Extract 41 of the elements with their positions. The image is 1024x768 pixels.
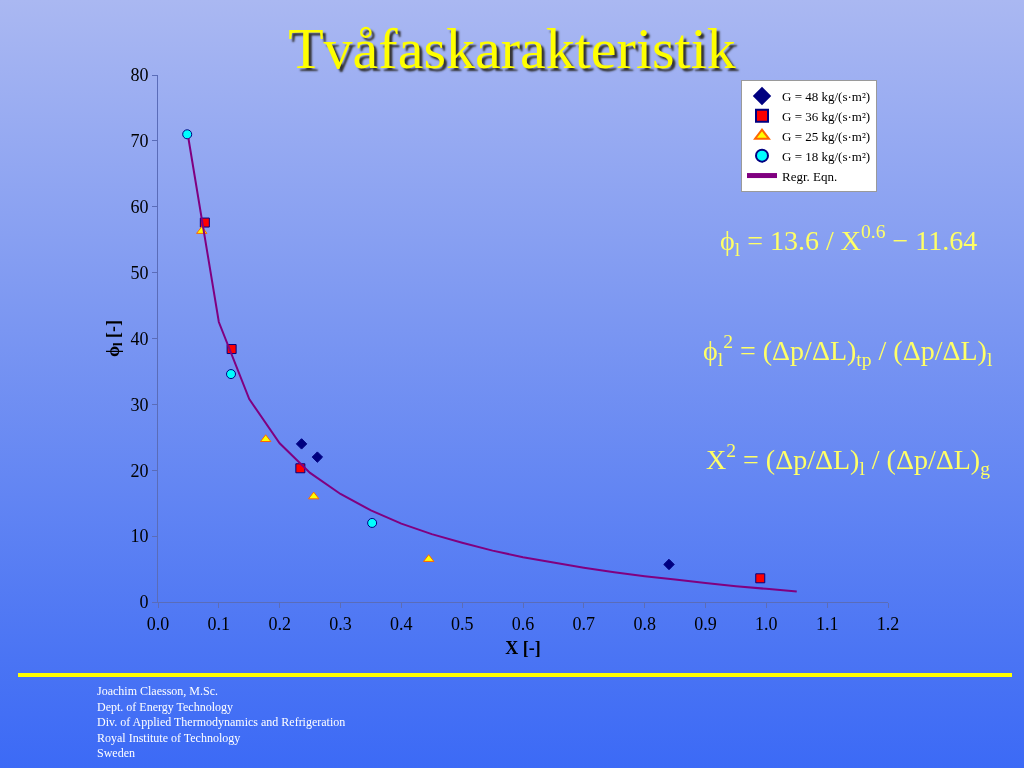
x-tick-label: 0.3 bbox=[329, 613, 352, 634]
point bbox=[182, 129, 193, 140]
y-tick-label: 30 bbox=[130, 394, 149, 415]
annotation: X$^{2}$ = (Δp/ΔL)$_{l}$ / (Δp/ΔL)$_{g}$ bbox=[706, 440, 991, 479]
y-tick-label: 80 bbox=[130, 65, 149, 86]
legend-label: G = 18 kg/(s·m²) bbox=[782, 148, 871, 164]
y-tick-label: 10 bbox=[130, 526, 149, 547]
y-tick-label: 40 bbox=[130, 328, 149, 349]
y-tick-label: 60 bbox=[130, 197, 149, 218]
x-tick-label: 0.8 bbox=[633, 613, 656, 634]
point bbox=[755, 573, 766, 584]
x-tick-label: 0.0 bbox=[146, 613, 170, 634]
x-tick-label: 0.7 bbox=[572, 613, 596, 634]
legend-label: G = 36 kg/(s·m²) bbox=[782, 108, 871, 124]
x-tick-label: 0.5 bbox=[450, 613, 474, 634]
x-tick-label: 0.6 bbox=[511, 613, 535, 634]
x-tick-label: 0.2 bbox=[268, 613, 291, 634]
x-tick-label: 1.2 bbox=[876, 613, 900, 634]
y-tick-label: 70 bbox=[130, 131, 149, 152]
point bbox=[663, 558, 675, 571]
x-axis-title: X [-] bbox=[505, 637, 541, 658]
annotation: ϕ$_{l}$ = 13.6 / X$^{0.6}$ − 11.64 bbox=[720, 221, 978, 260]
legend-label: G = 48 kg/(s·m²) bbox=[782, 89, 871, 105]
point bbox=[295, 438, 308, 450]
legend-label: Regr. Eqn. bbox=[782, 168, 838, 184]
x-tick-label: 0.1 bbox=[207, 613, 231, 634]
legend-label: G = 25 kg/(s·m²) bbox=[782, 128, 871, 144]
x-tick-label: 1.0 bbox=[755, 613, 778, 634]
point bbox=[308, 491, 320, 500]
x-tick-label: 0.9 bbox=[694, 613, 717, 634]
y-tick-label: 20 bbox=[130, 460, 149, 481]
annotation: ϕ$_{l}$$^{2}$ = (Δp/ΔL)$_{tp}$ / (Δp/ΔL)$_{l}$ bbox=[703, 331, 993, 370]
chart-title: Tvåfaskarakteristik bbox=[288, 16, 736, 82]
point bbox=[311, 451, 324, 463]
point bbox=[367, 517, 378, 528]
x-tick-label: 1.1 bbox=[815, 613, 839, 634]
text: Joachim Claesson, M.Sc. Dept. of Energy Technology Div. of Applied Thermodynamics and Refrigeration Royal Institute of Technology Sweden bbox=[97, 684, 346, 761]
y-tick-label: 50 bbox=[130, 262, 149, 283]
x-tick-label: 0.4 bbox=[390, 613, 413, 634]
y-tick-label: 0 bbox=[139, 592, 149, 613]
point bbox=[226, 369, 236, 380]
